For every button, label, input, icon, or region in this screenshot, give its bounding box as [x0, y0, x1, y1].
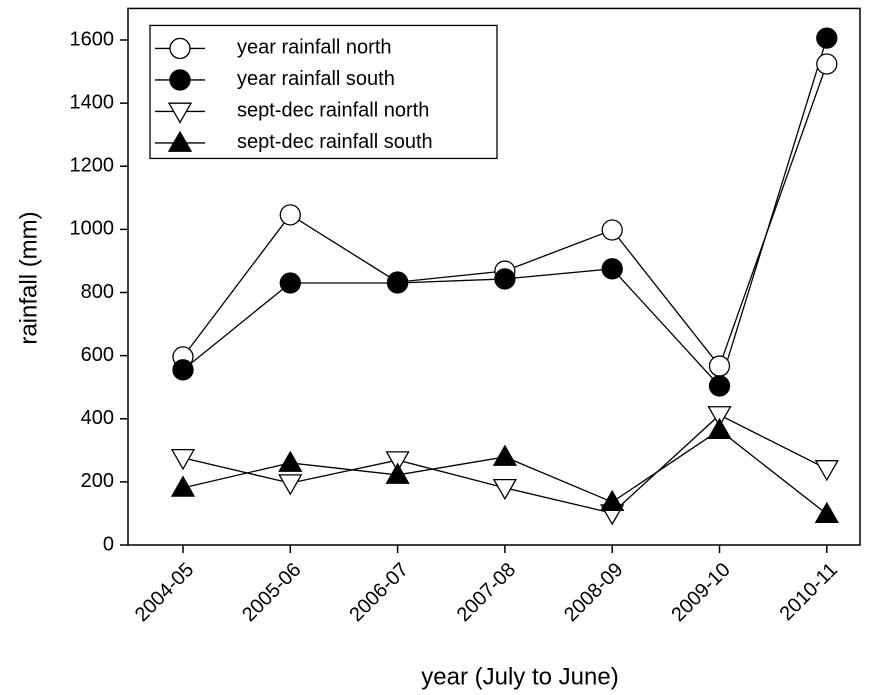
- marker: [814, 460, 839, 482]
- legend-marker: [167, 102, 193, 124]
- legend-box: [149, 24, 498, 160]
- legend-marker: [167, 130, 193, 152]
- x-tick-label: 2008-09: [560, 559, 627, 626]
- y-tick-label: 1200: [70, 155, 115, 177]
- marker: [279, 272, 301, 294]
- legend-marker: [169, 37, 191, 60]
- marker: [601, 258, 623, 280]
- y-tick-label: 0: [103, 533, 114, 555]
- legend-label: year rainfall north: [237, 37, 392, 59]
- y-tick-label: 1400: [70, 91, 115, 113]
- marker: [708, 375, 731, 397]
- legend-marker: [169, 69, 191, 91]
- x-tick-label: 2006-07: [345, 559, 412, 626]
- x-axis-label: year (July to June): [421, 663, 618, 690]
- y-tick-label: 800: [81, 281, 114, 303]
- y-tick-label: 600: [81, 344, 114, 366]
- y-tick-label: 400: [81, 407, 114, 429]
- y-tick-label: 200: [81, 470, 114, 492]
- marker: [600, 489, 625, 511]
- legend-label: sept-dec rainfall south: [237, 131, 433, 153]
- x-tick-label: 2005-06: [238, 559, 305, 626]
- series-line: [182, 429, 828, 515]
- marker: [601, 219, 623, 241]
- y-tick-label: 1000: [70, 218, 115, 240]
- marker: [385, 451, 410, 473]
- marker: [816, 53, 838, 75]
- x-tick-label: 2007-08: [453, 559, 520, 626]
- plot-frame: [127, 7, 861, 546]
- marker: [172, 359, 194, 381]
- x-tick-label: 2009-10: [667, 559, 734, 626]
- marker: [170, 448, 196, 471]
- x-tick-label: 2004-05: [131, 559, 198, 626]
- marker: [386, 272, 409, 294]
- marker: [708, 355, 731, 377]
- legend-label: year rainfall south: [237, 68, 395, 90]
- y-axis-label: rainfall (mm): [15, 211, 42, 344]
- marker: [707, 406, 732, 428]
- marker: [278, 474, 303, 496]
- marker: [707, 417, 732, 440]
- marker: [385, 462, 410, 484]
- marker: [816, 27, 838, 49]
- marker: [814, 501, 839, 523]
- marker: [279, 204, 301, 226]
- legend-label: sept-dec rainfall north: [237, 100, 429, 122]
- marker: [494, 268, 516, 290]
- marker: [492, 478, 518, 501]
- marker: [278, 450, 303, 472]
- marker: [170, 475, 196, 497]
- y-tick-label: 1600: [70, 28, 115, 50]
- marker: [492, 444, 518, 466]
- x-tick-label: 2010-11: [776, 559, 842, 625]
